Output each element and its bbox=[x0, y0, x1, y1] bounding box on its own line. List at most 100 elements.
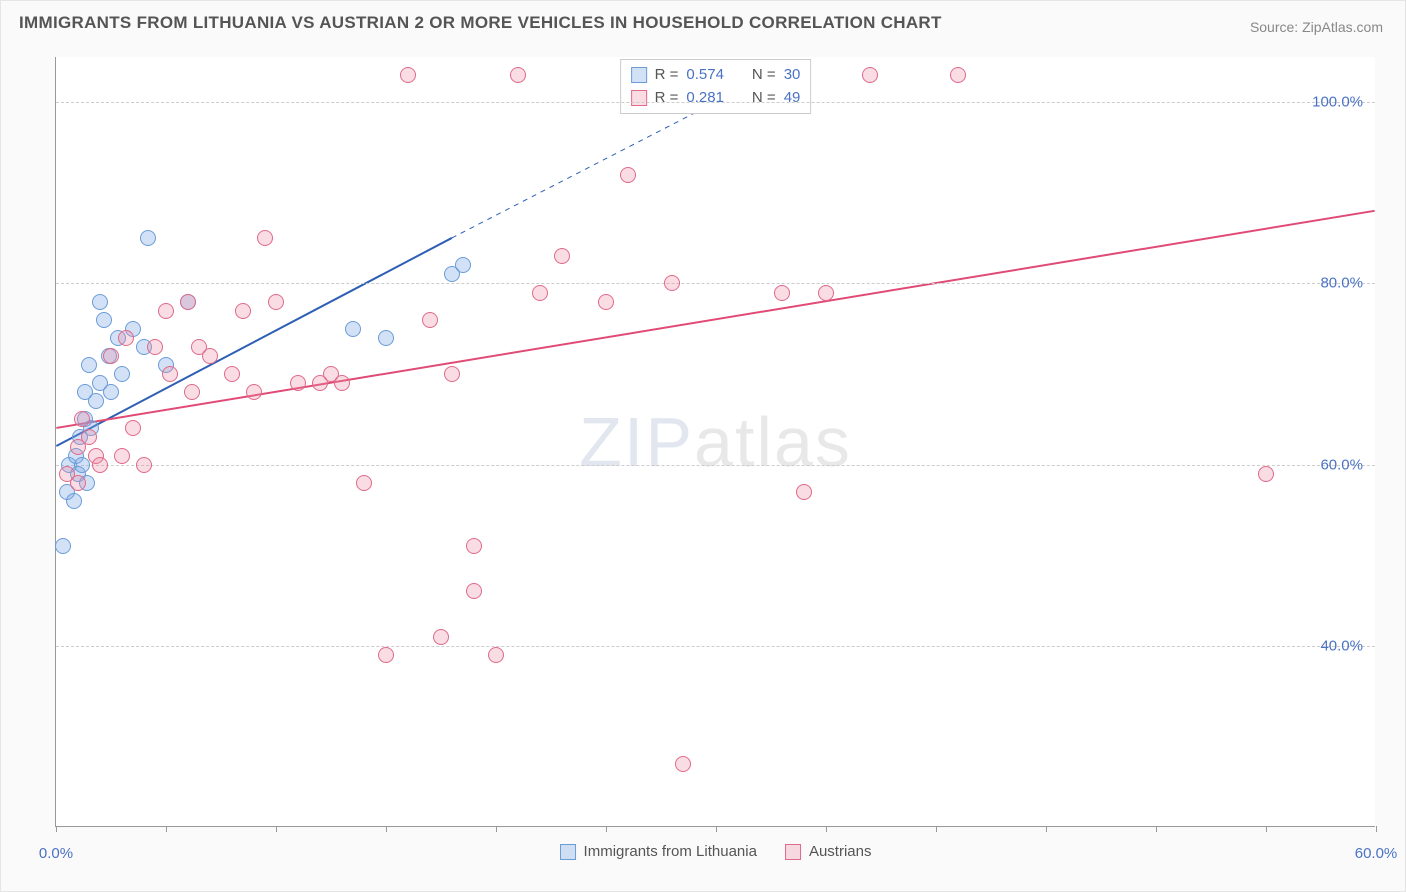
legend-n-label: N = bbox=[752, 64, 776, 87]
data-point bbox=[202, 348, 218, 364]
chart-container: IMMIGRANTS FROM LITHUANIA VS AUSTRIAN 2 … bbox=[0, 0, 1406, 892]
data-point bbox=[488, 647, 504, 663]
data-point bbox=[334, 375, 350, 391]
data-point bbox=[158, 303, 174, 319]
data-point bbox=[554, 248, 570, 264]
source-label: Source: ZipAtlas.com bbox=[1250, 19, 1383, 35]
data-point bbox=[81, 429, 97, 445]
data-point bbox=[224, 366, 240, 382]
data-point bbox=[96, 312, 112, 328]
x-tick bbox=[936, 826, 937, 832]
data-point bbox=[88, 393, 104, 409]
data-point bbox=[66, 493, 82, 509]
data-point bbox=[147, 339, 163, 355]
data-point bbox=[92, 294, 108, 310]
data-point bbox=[103, 384, 119, 400]
data-point bbox=[70, 475, 86, 491]
legend-r-label: R = bbox=[655, 64, 679, 87]
legend-r-label: R = bbox=[655, 87, 679, 110]
legend-stat-row: R = 0.574 N = 30 bbox=[631, 64, 801, 87]
y-tick-label: 60.0% bbox=[1320, 456, 1363, 473]
data-point bbox=[950, 67, 966, 83]
x-tick bbox=[1156, 826, 1157, 832]
data-point bbox=[400, 67, 416, 83]
data-point bbox=[675, 756, 691, 772]
data-point bbox=[862, 67, 878, 83]
data-point bbox=[378, 330, 394, 346]
y-tick-label: 80.0% bbox=[1320, 275, 1363, 292]
x-tick bbox=[1046, 826, 1047, 832]
data-point bbox=[162, 366, 178, 382]
data-point bbox=[510, 67, 526, 83]
data-point bbox=[74, 411, 90, 427]
data-point bbox=[103, 348, 119, 364]
x-tick bbox=[276, 826, 277, 832]
legend-n-label: N = bbox=[752, 87, 776, 110]
data-point bbox=[136, 457, 152, 473]
series-name: Immigrants from Lithuania bbox=[584, 843, 757, 860]
stats-legend: R = 0.574 N = 30 R = 0.281 N = 49 bbox=[620, 59, 812, 114]
watermark: ZIPatlas bbox=[579, 402, 852, 482]
data-point bbox=[1258, 466, 1274, 482]
data-point bbox=[455, 257, 471, 273]
x-tick-label: 0.0% bbox=[39, 845, 73, 862]
data-point bbox=[81, 357, 97, 373]
data-point bbox=[378, 647, 394, 663]
data-point bbox=[268, 294, 284, 310]
x-tick bbox=[826, 826, 827, 832]
series-legend-item: Austrians bbox=[785, 843, 872, 860]
data-point bbox=[356, 475, 372, 491]
y-tick-label: 40.0% bbox=[1320, 637, 1363, 654]
data-point bbox=[664, 275, 680, 291]
data-point bbox=[444, 366, 460, 382]
x-tick-label: 60.0% bbox=[1355, 845, 1398, 862]
data-point bbox=[235, 303, 251, 319]
x-tick bbox=[1266, 826, 1267, 832]
data-point bbox=[422, 312, 438, 328]
legend-stat-row: R = 0.281 N = 49 bbox=[631, 87, 801, 110]
plot-area: ZIPatlas R =0.574N =30R =0.281N =49 Immi… bbox=[55, 57, 1375, 827]
x-tick bbox=[606, 826, 607, 832]
series-name: Austrians bbox=[809, 843, 872, 860]
data-point bbox=[55, 538, 71, 554]
watermark-bold: ZIP bbox=[579, 403, 694, 481]
data-point bbox=[466, 538, 482, 554]
data-point bbox=[180, 294, 196, 310]
data-point bbox=[257, 230, 273, 246]
data-point bbox=[598, 294, 614, 310]
data-point bbox=[125, 420, 141, 436]
data-point bbox=[433, 629, 449, 645]
x-tick bbox=[716, 826, 717, 832]
legend-swatch bbox=[560, 844, 576, 860]
data-point bbox=[184, 384, 200, 400]
data-point bbox=[290, 375, 306, 391]
chart-title: IMMIGRANTS FROM LITHUANIA VS AUSTRIAN 2 … bbox=[19, 13, 942, 33]
x-tick bbox=[496, 826, 497, 832]
data-point bbox=[796, 484, 812, 500]
data-point bbox=[246, 384, 262, 400]
gridline-h bbox=[56, 283, 1375, 284]
data-point bbox=[114, 448, 130, 464]
x-tick bbox=[386, 826, 387, 832]
data-point bbox=[532, 285, 548, 301]
legend-swatch bbox=[785, 844, 801, 860]
legend-r-value: 0.574 bbox=[686, 64, 724, 87]
legend-r-value: 0.281 bbox=[686, 87, 724, 110]
data-point bbox=[92, 457, 108, 473]
data-point bbox=[466, 583, 482, 599]
data-point bbox=[118, 330, 134, 346]
legend-swatch bbox=[631, 90, 647, 106]
data-point bbox=[114, 366, 130, 382]
x-tick bbox=[56, 826, 57, 832]
series-legend-item: Immigrants from Lithuania bbox=[560, 843, 757, 860]
legend-n-value: 30 bbox=[784, 64, 801, 87]
data-point bbox=[345, 321, 361, 337]
x-tick bbox=[166, 826, 167, 832]
gridline-h bbox=[56, 646, 1375, 647]
legend-n-value: 49 bbox=[784, 87, 801, 110]
y-tick-label: 100.0% bbox=[1312, 94, 1363, 111]
x-tick bbox=[1376, 826, 1377, 832]
trend-lines bbox=[56, 57, 1375, 826]
watermark-thin: atlas bbox=[694, 403, 852, 481]
series-legend: Immigrants from Lithuania Austrians bbox=[560, 843, 872, 860]
